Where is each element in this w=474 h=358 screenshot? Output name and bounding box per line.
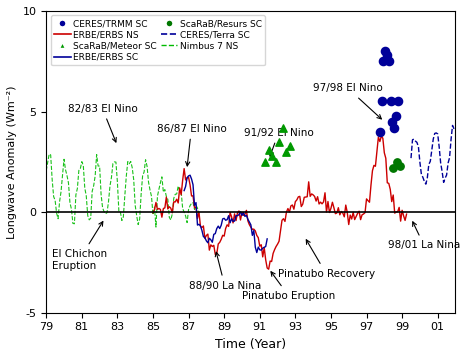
CERES/TRMM SC: [385, 58, 392, 64]
ERBE/ERBS SC: [187, 173, 193, 177]
CERES/Terra SC: [432, 131, 438, 136]
Text: Pinatubo Recovery: Pinatubo Recovery: [278, 240, 374, 279]
CERES/Terra SC: [444, 173, 449, 177]
Text: El Chichon
Eruption: El Chichon Eruption: [52, 222, 107, 271]
ERBE/ERBS NS: [287, 210, 292, 214]
ScaRaB/Resurs SC: [397, 163, 404, 169]
X-axis label: Time (Year): Time (Year): [215, 338, 286, 351]
CERES/Terra SC: [414, 140, 420, 145]
Nimbus 7 NS: [46, 152, 52, 156]
ERBE/ERBS NS: [266, 267, 272, 271]
Line: ERBE/ERBS SC: ERBE/ERBS SC: [184, 175, 267, 252]
CERES/TRMM SC: [380, 58, 387, 64]
CERES/Terra SC: [416, 145, 421, 149]
CERES/TRMM SC: [394, 99, 401, 105]
CERES/Terra SC: [441, 180, 447, 184]
CERES/TRMM SC: [378, 99, 385, 105]
CERES/TRMM SC: [389, 119, 396, 125]
ScaRaB/Meteor SC: [268, 153, 276, 159]
CERES/TRMM SC: [382, 48, 389, 54]
ERBE/ERBS SC: [254, 250, 260, 255]
Nimbus 7 NS: [120, 215, 126, 219]
CERES/Terra SC: [417, 160, 423, 164]
ERBE/ERBS NS: [169, 211, 175, 215]
Nimbus 7 NS: [83, 194, 89, 198]
ERBE/ERBS NS: [404, 212, 410, 216]
Text: 97/98 El Nino: 97/98 El Nino: [313, 83, 383, 119]
ScaRaB/Meteor SC: [283, 149, 290, 155]
ERBE/ERBS NS: [264, 266, 270, 270]
CERES/Terra SC: [433, 131, 439, 135]
ERBE/ERBS NS: [379, 134, 384, 138]
ScaRaB/Meteor SC: [265, 147, 273, 153]
CERES/Terra SC: [448, 137, 454, 142]
Text: Pinatubo Eruption: Pinatubo Eruption: [242, 272, 335, 301]
ScaRaB/Meteor SC: [279, 125, 287, 131]
CERES/Terra SC: [411, 137, 417, 141]
CERES/Terra SC: [425, 176, 430, 180]
Text: 82/83 El Nino: 82/83 El Nino: [68, 103, 137, 142]
CERES/TRMM SC: [387, 99, 394, 105]
ScaRaB/Meteor SC: [261, 159, 269, 165]
CERES/Terra SC: [451, 127, 457, 131]
CERES/Terra SC: [445, 161, 451, 165]
CERES/TRMM SC: [383, 52, 391, 58]
CERES/Terra SC: [447, 155, 452, 160]
Text: 88/90 La Nina: 88/90 La Nina: [189, 252, 261, 291]
CERES/Terra SC: [439, 170, 445, 174]
Nimbus 7 NS: [186, 207, 191, 212]
ERBE/ERBS SC: [239, 213, 245, 218]
Legend: CERES/TRMM SC, ERBE/ERBS NS, ScaRaB/Meteor SC, ERBE/ERBS SC, ScaRaB/Resurs SC, C: CERES/TRMM SC, ERBE/ERBS NS, ScaRaB/Mete…: [51, 15, 265, 66]
ERBE/ERBS NS: [150, 211, 156, 215]
Line: Nimbus 7 NS: Nimbus 7 NS: [46, 154, 199, 227]
CERES/Terra SC: [419, 172, 424, 176]
CERES/TRMM SC: [376, 129, 383, 135]
CERES/Terra SC: [423, 182, 428, 186]
ScaRaB/Meteor SC: [275, 139, 283, 145]
CERES/Terra SC: [428, 159, 433, 164]
ERBE/ERBS SC: [241, 211, 246, 215]
ScaRaB/Resurs SC: [393, 159, 401, 165]
CERES/TRMM SC: [390, 125, 398, 131]
Nimbus 7 NS: [89, 189, 95, 193]
ERBE/ERBS SC: [186, 174, 191, 178]
CERES/Terra SC: [408, 156, 414, 160]
ERBE/ERBS SC: [184, 175, 190, 180]
ERBE/ERBS NS: [224, 223, 230, 227]
CERES/Terra SC: [450, 123, 456, 127]
Nimbus 7 NS: [196, 212, 202, 216]
CERES/Terra SC: [430, 137, 436, 141]
CERES/Terra SC: [435, 132, 440, 136]
ERBE/ERBS SC: [205, 241, 211, 245]
CERES/TRMM SC: [392, 113, 400, 118]
ERBE/ERBS SC: [264, 237, 270, 241]
Nimbus 7 NS: [44, 168, 49, 173]
CERES/Terra SC: [437, 145, 442, 149]
ERBE/ERBS NS: [301, 195, 307, 199]
CERES/Terra SC: [426, 162, 432, 166]
Nimbus 7 NS: [153, 225, 159, 229]
CERES/Terra SC: [420, 175, 426, 179]
ScaRaB/Meteor SC: [272, 159, 280, 165]
Text: 98/01 La Nina: 98/01 La Nina: [388, 222, 460, 250]
Y-axis label: Longwave Anomaly (Wm⁻²): Longwave Anomaly (Wm⁻²): [7, 85, 17, 239]
CERES/Terra SC: [410, 137, 415, 142]
CERES/Terra SC: [438, 161, 444, 165]
Text: 91/92 El Nino: 91/92 El Nino: [244, 128, 313, 156]
Nimbus 7 NS: [193, 203, 199, 208]
Line: ERBE/ERBS NS: ERBE/ERBS NS: [153, 136, 407, 269]
CERES/Terra SC: [442, 176, 448, 180]
ScaRaB/Resurs SC: [390, 165, 397, 171]
Line: CERES/Terra SC: CERES/Terra SC: [411, 125, 454, 184]
Nimbus 7 NS: [49, 177, 55, 182]
CERES/Terra SC: [412, 139, 418, 143]
CERES/Terra SC: [429, 148, 435, 153]
CERES/Terra SC: [421, 179, 427, 184]
ERBE/ERBS NS: [232, 212, 237, 216]
ERBE/ERBS SC: [219, 223, 224, 227]
ScaRaB/Meteor SC: [286, 143, 294, 149]
ERBE/ERBS SC: [181, 188, 187, 193]
Text: 86/87 El Nino: 86/87 El Nino: [156, 124, 226, 166]
